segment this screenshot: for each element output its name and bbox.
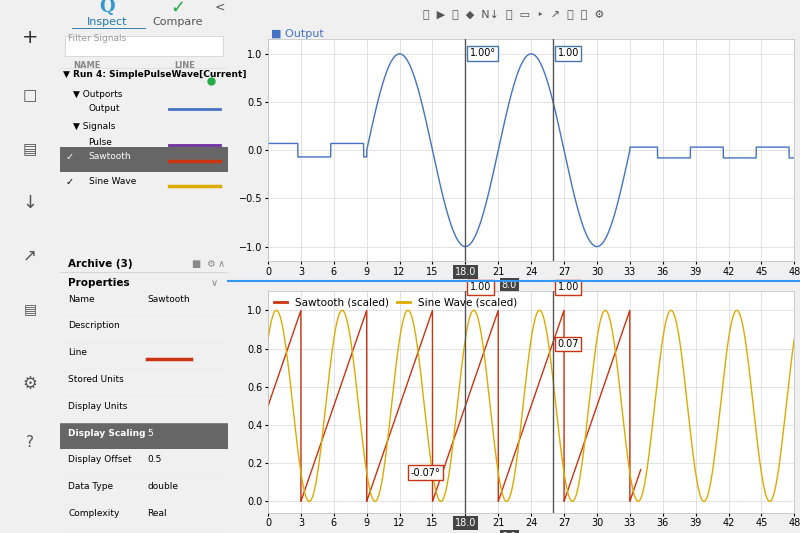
- Text: 8.0: 8.0: [502, 532, 517, 533]
- Text: Q: Q: [99, 0, 115, 17]
- Text: ▤: ▤: [23, 142, 37, 157]
- Text: ▼ Signals: ▼ Signals: [74, 122, 116, 131]
- Text: LINE: LINE: [174, 61, 195, 70]
- Text: ∧: ∧: [218, 259, 225, 269]
- Text: Display Scaling: Display Scaling: [69, 429, 146, 438]
- Text: Inspect: Inspect: [86, 17, 127, 27]
- Text: Data Type: Data Type: [69, 482, 114, 491]
- Text: □: □: [23, 88, 37, 103]
- Text: Archive (3): Archive (3): [69, 259, 133, 269]
- Text: 0.07: 0.07: [558, 339, 579, 349]
- Text: NAME: NAME: [74, 61, 101, 70]
- Text: Description: Description: [69, 321, 120, 330]
- Text: Name: Name: [69, 295, 95, 304]
- Text: ▤: ▤: [23, 302, 37, 316]
- Text: 1.00: 1.00: [470, 282, 491, 293]
- Text: double: double: [147, 482, 178, 491]
- Text: ✓: ✓: [65, 151, 73, 161]
- Text: Display Offset: Display Offset: [69, 455, 132, 464]
- Text: Sawtooth: Sawtooth: [147, 295, 190, 304]
- Text: ▼ Run 4: SimplePulseWave[Current]: ▼ Run 4: SimplePulseWave[Current]: [63, 70, 247, 79]
- Bar: [60, 423, 228, 449]
- Text: Sine Wave: Sine Wave: [89, 176, 136, 185]
- Text: ↓: ↓: [22, 193, 38, 212]
- Text: Display Units: Display Units: [69, 402, 128, 411]
- Text: ■: ■: [191, 259, 200, 269]
- Text: 1.00°: 1.00°: [470, 49, 496, 58]
- Text: 8.0: 8.0: [502, 280, 517, 290]
- Text: Pulse: Pulse: [89, 138, 113, 147]
- Text: 1.00: 1.00: [558, 282, 579, 293]
- Text: ↗: ↗: [23, 247, 37, 265]
- Text: +: +: [22, 28, 38, 47]
- Text: <: <: [214, 1, 225, 14]
- Text: 1.00: 1.00: [558, 49, 579, 58]
- Text: Properties: Properties: [69, 278, 130, 288]
- Text: ✓: ✓: [170, 0, 185, 17]
- Legend: Sawtooth (scaled), Sine Wave (scaled): Sawtooth (scaled), Sine Wave (scaled): [274, 296, 518, 309]
- Text: -0.07°: -0.07°: [410, 468, 440, 478]
- Text: ∨: ∨: [211, 278, 218, 288]
- Text: Real: Real: [147, 509, 167, 518]
- Text: 5: 5: [147, 429, 153, 438]
- Text: Filter Signals: Filter Signals: [69, 34, 126, 43]
- Text: ?: ?: [26, 435, 34, 450]
- Text: 0.5: 0.5: [147, 455, 162, 464]
- Text: Sawtooth: Sawtooth: [89, 151, 131, 160]
- Text: Line: Line: [69, 348, 87, 357]
- Text: Complexity: Complexity: [69, 509, 120, 518]
- Text: ▼ Outports: ▼ Outports: [74, 91, 123, 100]
- Text: Stored Units: Stored Units: [69, 375, 124, 384]
- Text: ⚙: ⚙: [22, 375, 38, 393]
- FancyBboxPatch shape: [65, 36, 223, 56]
- Text: ■ Output: ■ Output: [270, 29, 323, 39]
- Text: ✓: ✓: [65, 176, 73, 187]
- Text: Compare: Compare: [152, 17, 203, 27]
- Text: ✋  ▶  ⬜  ◆  N↓  🔍  ▭  ‣  ↗  ⧉  📷  ⚙: ✋ ▶ ⬜ ◆ N↓ 🔍 ▭ ‣ ↗ ⧉ 📷 ⚙: [423, 10, 605, 20]
- Text: Output: Output: [89, 104, 120, 113]
- Text: ⚙: ⚙: [206, 259, 215, 269]
